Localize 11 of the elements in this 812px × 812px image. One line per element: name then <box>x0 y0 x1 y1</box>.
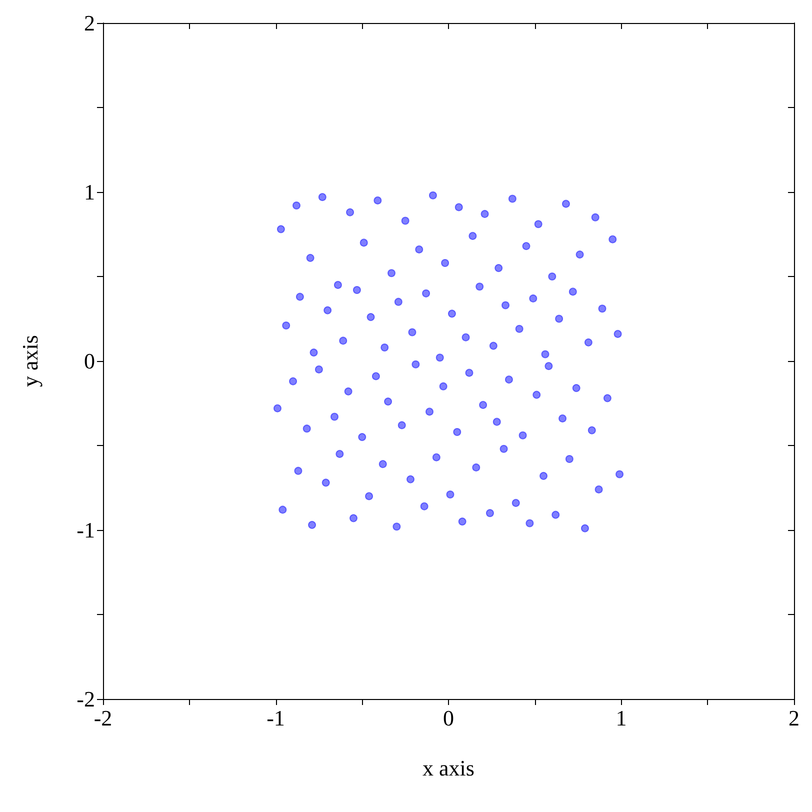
y-tick-label: 1 <box>84 180 95 204</box>
y-tick-label: 0 <box>84 348 95 374</box>
y-axis-title: y axis <box>18 335 42 387</box>
x-tick-label: 0 <box>443 706 454 730</box>
x-tick-label: 2 <box>788 706 800 730</box>
x-axis-title: x axis <box>422 756 474 780</box>
y-tick-label: 2 <box>84 10 95 36</box>
y-tick-label: -2 <box>76 686 95 712</box>
y-tick-label: -1 <box>76 518 95 542</box>
x-tick-label: 1 <box>616 706 627 730</box>
x-tick-label: -1 <box>266 706 285 730</box>
